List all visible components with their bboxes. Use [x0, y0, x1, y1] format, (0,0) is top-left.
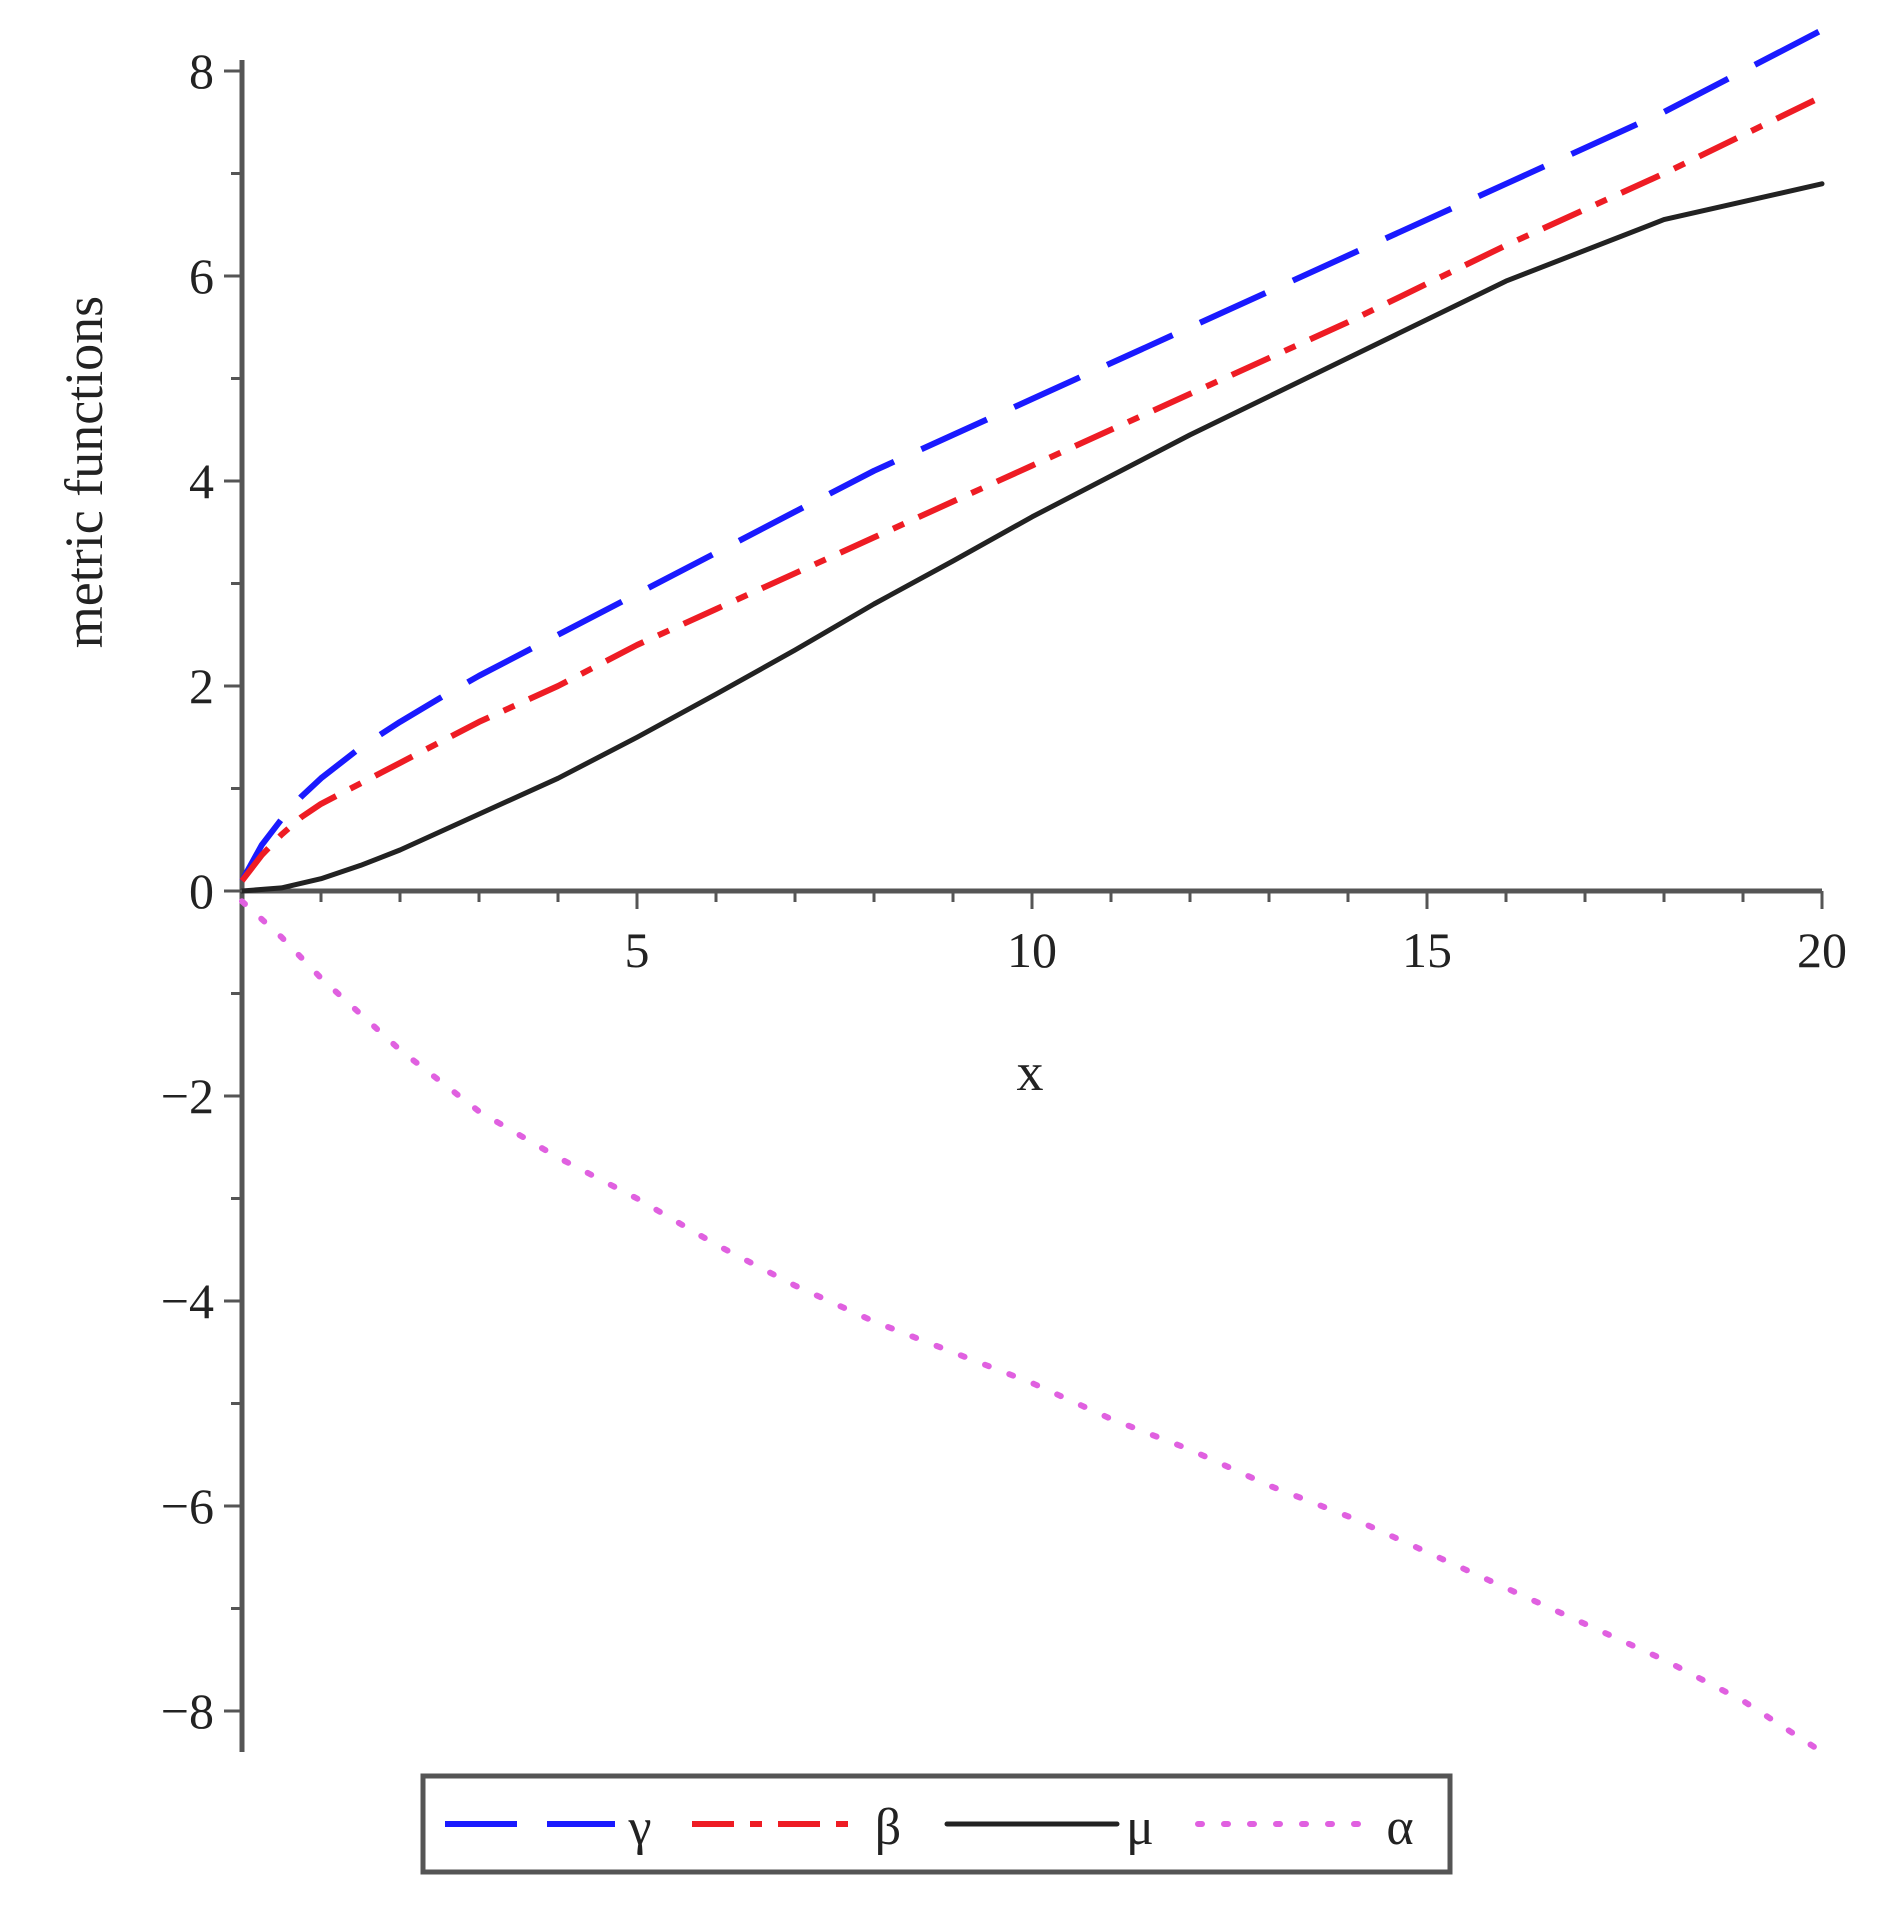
ticks-layer: 5 10 15 20 −8 −6 −4 −2 0 2 4 6 8	[161, 43, 1847, 1739]
y-tick-label: −8	[161, 1683, 214, 1739]
y-tick-label: 8	[189, 43, 214, 99]
x-tick-label: 20	[1797, 922, 1847, 978]
x-axis-label: x	[1017, 1042, 1044, 1102]
x-tick-label: 5	[625, 922, 650, 978]
series-line	[239, 93, 1824, 883]
legend-label: μ	[1126, 1799, 1154, 1856]
series-line	[239, 898, 1825, 1755]
y-tick-label: −6	[161, 1478, 214, 1534]
y-tick-label: −2	[161, 1068, 214, 1124]
legend-label: γ	[628, 1799, 652, 1856]
x-tick-label: 15	[1402, 922, 1452, 978]
y-tick-label: 4	[189, 453, 214, 509]
legend-label: β	[875, 1799, 901, 1856]
y-tick-label: 2	[189, 658, 214, 714]
series-line	[239, 181, 1825, 894]
y-tick-label: 0	[189, 863, 214, 919]
y-axis-label: metric functions	[54, 296, 114, 648]
x-tick-label: 10	[1007, 922, 1057, 978]
y-tick-label: −4	[161, 1273, 214, 1329]
series-layer	[239, 27, 1825, 1755]
y-tick-label: 6	[189, 248, 214, 304]
legend-label: α	[1386, 1799, 1413, 1856]
series-line	[239, 27, 1824, 883]
